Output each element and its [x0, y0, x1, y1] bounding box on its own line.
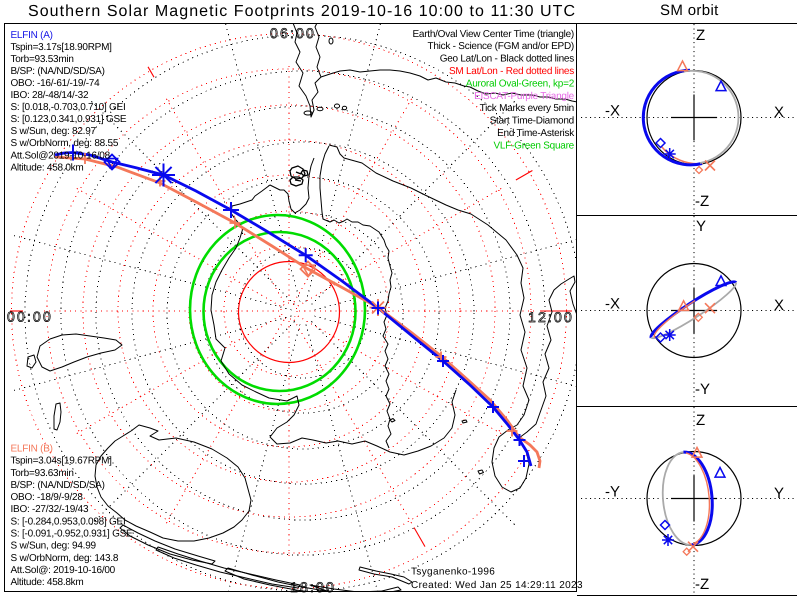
svg-text:S: [-0.091,-0.952,0.931] GSE: S: [-0.091,-0.952,0.931] GSE [11, 529, 134, 540]
svg-text:Tick Marks every 5min: Tick Marks every 5min [480, 103, 574, 114]
svg-text:Torb=93.53min: Torb=93.53min [11, 54, 74, 65]
svg-text:SM orbit: SM orbit [660, 2, 719, 19]
svg-text:B/SP: (NA/ND/SD/SA): B/SP: (NA/ND/SD/SA) [11, 66, 105, 77]
svg-text:Tsyganenko-1996: Tsyganenko-1996 [411, 567, 495, 578]
svg-text:12:00: 12:00 [528, 309, 574, 325]
svg-text:Z: Z [696, 27, 705, 44]
svg-text:Start Time-Diamond: Start Time-Diamond [490, 116, 574, 127]
svg-text:IBO: -27/32/-19/43: IBO: -27/32/-19/43 [11, 504, 89, 515]
svg-text:18:00: 18:00 [290, 579, 336, 595]
svg-text:Att.Sol@: 2019-10-16/00: Att.Sol@: 2019-10-16/00 [11, 565, 116, 576]
svg-text:Earth/Oval View Center Time (t: Earth/Oval View Center Time (triangle) [413, 29, 575, 40]
svg-text:Tspin=3.04s[19.67RPM]: Tspin=3.04s[19.67RPM] [11, 456, 113, 467]
svg-text:OBO: -16/-61/-19/-74: OBO: -16/-61/-19/-74 [11, 78, 101, 89]
svg-text:00:00: 00:00 [7, 309, 53, 325]
svg-text:End Time-Asterisk: End Time-Asterisk [497, 128, 575, 139]
svg-text:X: X [774, 104, 784, 121]
svg-text:X: X [774, 297, 784, 314]
svg-text:-Y: -Y [695, 381, 710, 398]
svg-text:-Y: -Y [605, 484, 620, 501]
svg-text:B/SP: (NA/ND/SD/SA): B/SP: (NA/ND/SD/SA) [11, 480, 105, 491]
svg-text:Torb=93.63min: Torb=93.63min [11, 468, 74, 479]
svg-text:-Z: -Z [695, 193, 709, 210]
svg-text:Auroral Oval-Green, kp=2: Auroral Oval-Green, kp=2 [466, 78, 575, 89]
svg-text:S w/OrbNorm, deg: 88.55: S w/OrbNorm, deg: 88.55 [11, 138, 119, 149]
svg-text:Thick - Science (FGM and/or EP: Thick - Science (FGM and/or EPD) [428, 41, 574, 52]
svg-text:S w/OrbNorm, deg: 143.8: S w/OrbNorm, deg: 143.8 [11, 553, 119, 564]
svg-text:Geo Lat/Lon - Black dotted lin: Geo Lat/Lon - Black dotted lines [440, 54, 575, 65]
svg-text:ELFIN (A): ELFIN (A) [11, 30, 53, 41]
svg-text:Att.Sol@2019-10-16/08: Att.Sol@2019-10-16/08 [11, 150, 111, 161]
svg-text:S w/Sun, deg: 94.99: S w/Sun, deg: 94.99 [11, 541, 97, 552]
svg-text:IBO: 28/-48/14/-32: IBO: 28/-48/14/-32 [11, 90, 89, 101]
svg-text:S w/Sun, deg: 82.97: S w/Sun, deg: 82.97 [11, 126, 97, 137]
svg-text:S: [-0.284,0.953,0.098] GEI: S: [-0.284,0.953,0.098] GEI [11, 516, 126, 527]
svg-text:S: [0.123,0.341,0.931] GSE: S: [0.123,0.341,0.931] GSE [11, 114, 127, 125]
svg-text:Altitude: 458.0km: Altitude: 458.0km [11, 162, 84, 173]
svg-text:EISCAT-Purple Triangle: EISCAT-Purple Triangle [474, 91, 575, 102]
svg-text:-X: -X [605, 103, 620, 120]
svg-text:S: [0.018,-0.703,0.710] GEI: S: [0.018,-0.703,0.710] GEI [11, 102, 126, 113]
svg-text:VLF-Green Square: VLF-Green Square [494, 140, 575, 151]
svg-text:Tspin=3.17s[18.90RPM]: Tspin=3.17s[18.90RPM] [11, 42, 113, 53]
svg-text:Z: Z [696, 412, 705, 429]
svg-text:Southern Solar Magnetic Footpr: Southern Solar Magnetic Footprints 2019-… [28, 3, 576, 20]
svg-text:Y: Y [774, 485, 784, 502]
svg-text:06:00: 06:00 [270, 25, 316, 41]
svg-text:OBO: -18/9/-9/28: OBO: -18/9/-9/28 [11, 492, 84, 503]
svg-text:-Z: -Z [695, 576, 709, 593]
svg-text:Y: Y [696, 218, 706, 235]
svg-text:-X: -X [605, 296, 620, 313]
svg-text:ELFIN (B): ELFIN (B) [11, 444, 53, 455]
svg-text:Created: Wed Jan 25 14:29:11 2: Created: Wed Jan 25 14:29:11 2023 [411, 580, 583, 591]
svg-text:SM Lat/Lon - Red dotted lines: SM Lat/Lon - Red dotted lines [449, 66, 574, 77]
svg-text:Altitude: 458.8km: Altitude: 458.8km [11, 577, 84, 588]
